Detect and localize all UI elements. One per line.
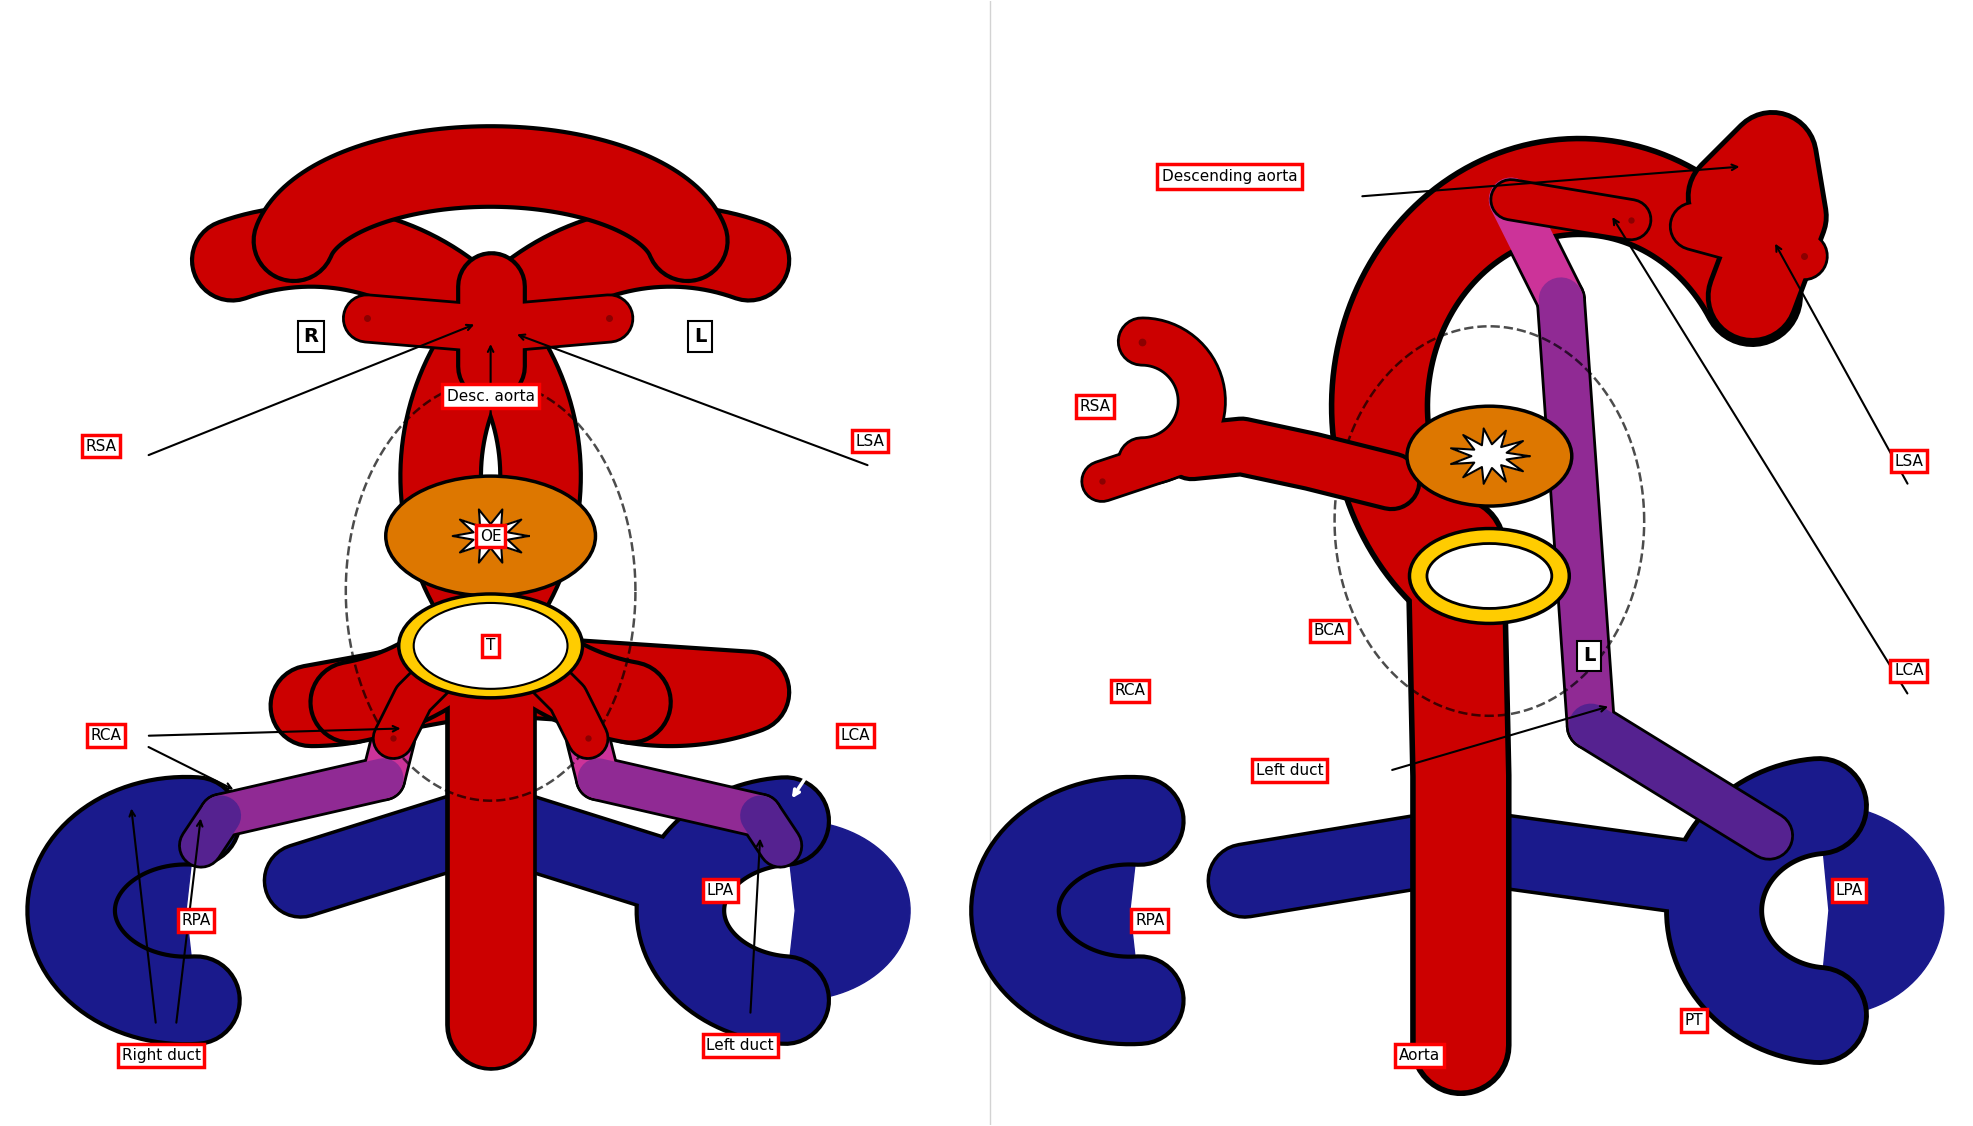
Text: T: T	[485, 638, 495, 653]
Text: RCA: RCA	[1115, 683, 1144, 698]
Text: LCA: LCA	[840, 729, 870, 743]
Ellipse shape	[414, 602, 566, 689]
Text: L: L	[1582, 646, 1594, 665]
Text: LSA: LSA	[1894, 454, 1922, 468]
Text: RSA: RSA	[85, 439, 116, 454]
Polygon shape	[1450, 429, 1529, 484]
Polygon shape	[452, 509, 529, 563]
Text: LPA: LPA	[1835, 883, 1863, 899]
Text: RPA: RPA	[1134, 913, 1164, 928]
Text: Right duct: Right duct	[122, 1048, 201, 1063]
Ellipse shape	[1407, 406, 1571, 506]
Text: BCA: BCA	[1314, 624, 1344, 638]
Text: LSA: LSA	[854, 434, 884, 448]
Text: RSA: RSA	[1079, 399, 1109, 413]
Text: RCA: RCA	[91, 729, 122, 743]
Text: L: L	[694, 327, 706, 346]
Text: R: R	[304, 327, 318, 346]
Text: Left duct: Left duct	[1255, 763, 1322, 778]
Polygon shape	[1817, 806, 1943, 1016]
Text: Left duct: Left duct	[706, 1038, 773, 1053]
Polygon shape	[71, 821, 195, 1000]
Text: PT: PT	[1685, 1013, 1703, 1028]
Text: Descending aorta: Descending aorta	[1162, 169, 1296, 184]
Ellipse shape	[399, 593, 582, 698]
Text: Desc. aorta: Desc. aorta	[446, 388, 535, 404]
Text: OE: OE	[479, 528, 501, 544]
Ellipse shape	[1409, 528, 1569, 624]
Ellipse shape	[385, 476, 596, 596]
Text: LCA: LCA	[1894, 663, 1922, 678]
Polygon shape	[1014, 821, 1138, 1000]
Ellipse shape	[1426, 544, 1551, 608]
Text: Aorta: Aorta	[1399, 1048, 1440, 1063]
Text: LPA: LPA	[706, 883, 734, 899]
Polygon shape	[785, 821, 910, 1000]
Text: RPA: RPA	[182, 913, 211, 928]
